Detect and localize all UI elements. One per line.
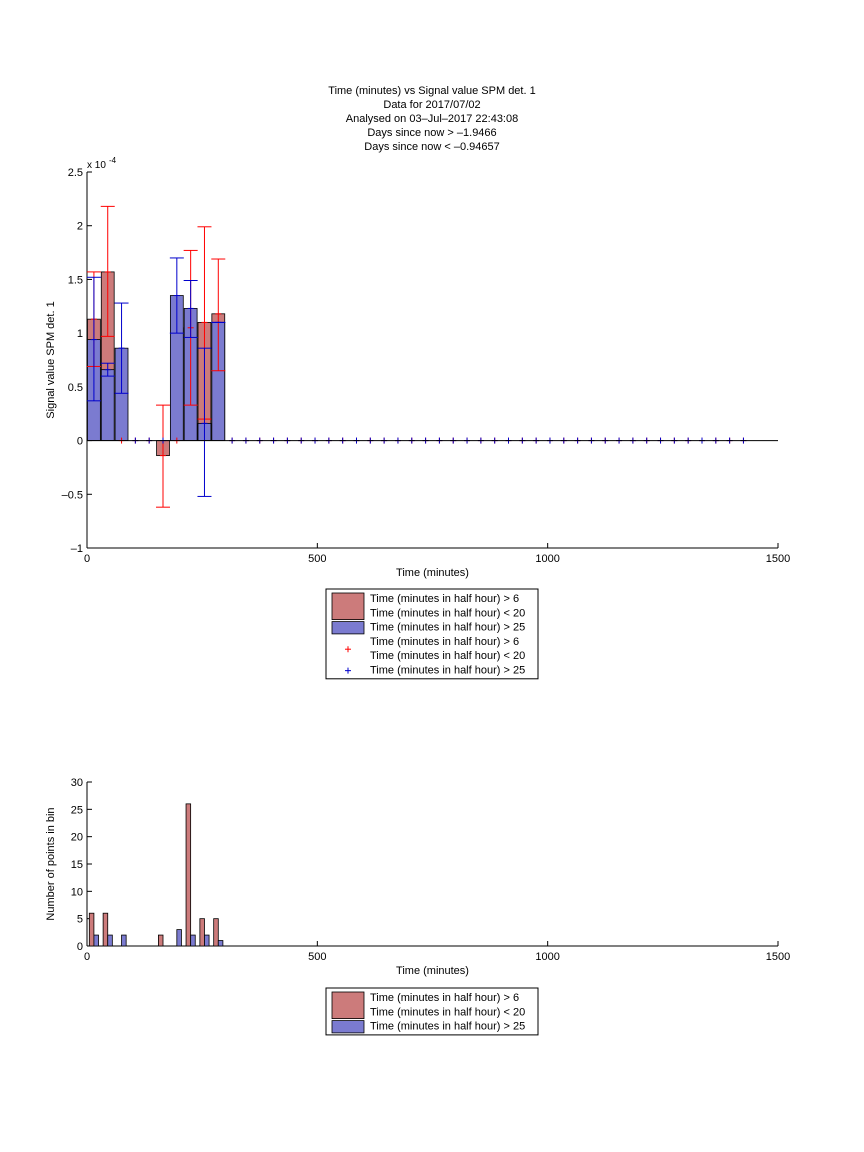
- legend-entry-4: Time (minutes in half hour) > 25: [345, 665, 525, 677]
- legend-patch: [331, 621, 365, 635]
- y-axis-label: Number of points in bin: [45, 807, 57, 920]
- bar: [199, 918, 205, 947]
- legend-label: Time (minutes in half hour) < 20: [370, 607, 525, 619]
- title-line-1: Time (minutes) vs Signal value SPM det. …: [328, 85, 535, 97]
- bar-series-1: [88, 803, 219, 947]
- y-tick-label: 0: [77, 941, 83, 953]
- legend-entry-1: Time (minutes in half hour) > 6 Time (min…: [331, 991, 525, 1020]
- x-tick-label: 1000: [535, 553, 559, 565]
- bar: [217, 940, 224, 947]
- legend-entry-2: Time (minutes in half hour) > 25: [331, 1020, 525, 1034]
- y-tick-label: –0.5: [62, 489, 83, 501]
- bar: [93, 934, 99, 947]
- y-exponent-label: x 10: [87, 160, 106, 171]
- y-tick-label: 20: [71, 832, 83, 844]
- bar: [204, 934, 210, 947]
- y-tick-label: 5: [77, 914, 83, 926]
- y-tick-label: 1.5: [68, 274, 83, 286]
- legend-label: Time (minutes in half hour) > 25: [370, 1021, 525, 1033]
- y-tick-label: 1: [77, 328, 83, 340]
- bar: [185, 803, 192, 947]
- y-tick-label: 25: [71, 804, 83, 816]
- legend-patch: [331, 1020, 365, 1034]
- x-tick-label: 1000: [535, 951, 559, 963]
- legend-entry-2: Time (minutes in half hour) > 25: [331, 621, 525, 635]
- title-line-2: Data for 2017/07/02: [383, 99, 480, 111]
- legend-patch: [331, 592, 365, 621]
- x-tick-label: 0: [84, 951, 90, 963]
- bar: [107, 934, 113, 947]
- legend-label: Time (minutes in half hour) > 6: [370, 636, 519, 648]
- signal-chart: 0 500 1000 1500 –1 –0.5 0 0.5 1 1.5 2 2.5 x 10 -4 Time…: [45, 156, 790, 579]
- bar: [88, 912, 95, 947]
- legend-patch: [331, 991, 365, 1020]
- legend-entry-3: Time (minutes in half hour) > 6 Time (min…: [345, 636, 525, 662]
- figure-title: Time (minutes) vs Signal value SPM det. …: [328, 85, 535, 153]
- y-tick-label: 2: [77, 221, 83, 233]
- bar: [158, 934, 164, 947]
- legend-label: Time (minutes in half hour) > 25: [370, 622, 525, 634]
- legend-label: Time (minutes in half hour) > 25: [370, 665, 525, 677]
- bar-series-2: [93, 929, 224, 947]
- histogram-chart-legend: Time (minutes in half hour) > 6 Time (min…: [325, 987, 539, 1036]
- x-tick-label: 0: [84, 553, 90, 565]
- y-tick-label: 30: [71, 777, 83, 789]
- title-line-3: Analysed on 03–Jul–2017 22:43:08: [346, 113, 518, 125]
- bar: [190, 934, 196, 947]
- y-tick-label: 15: [71, 859, 83, 871]
- x-tick-label: 1500: [766, 951, 790, 963]
- title-line-5: Days since now < –0.94657: [364, 141, 499, 153]
- bar: [176, 929, 182, 947]
- x-tick-label: 500: [308, 951, 326, 963]
- y-tick-label: 0.5: [68, 382, 83, 394]
- signal-chart-legend: Time (minutes in half hour) > 6 Time (min…: [325, 588, 539, 680]
- y-tick-label: 0: [77, 436, 83, 448]
- bar: [121, 934, 127, 947]
- x-axis-label: Time (minutes): [396, 567, 469, 579]
- y-tick-label: –1: [71, 543, 83, 555]
- y-tick-label: 2.5: [68, 167, 83, 179]
- bar: [102, 912, 109, 947]
- legend-label: Time (minutes in half hour) > 6: [370, 593, 519, 605]
- y-axis-label: Signal value SPM det. 1: [45, 301, 57, 418]
- x-tick-label: 1500: [766, 553, 790, 565]
- legend-entry-1: Time (minutes in half hour) > 6 Time (min…: [331, 592, 525, 621]
- legend-label: Time (minutes in half hour) < 20: [370, 1006, 525, 1018]
- y-exponent-power: -4: [109, 156, 117, 165]
- bar: [100, 369, 115, 441]
- y-tick-label: 10: [71, 886, 83, 898]
- x-tick-label: 500: [308, 553, 326, 565]
- legend-label: Time (minutes in half hour) > 6: [370, 992, 519, 1004]
- bar: [213, 918, 219, 947]
- x-axis-label: Time (minutes): [396, 965, 469, 977]
- legend-label: Time (minutes in half hour) < 20: [370, 650, 525, 662]
- histogram-chart: 0 500 1000 1500 0 5 10 15 20 25 30 Time (minutes) Nu…: [45, 777, 790, 977]
- title-line-4: Days since now > –1.9466: [367, 127, 496, 139]
